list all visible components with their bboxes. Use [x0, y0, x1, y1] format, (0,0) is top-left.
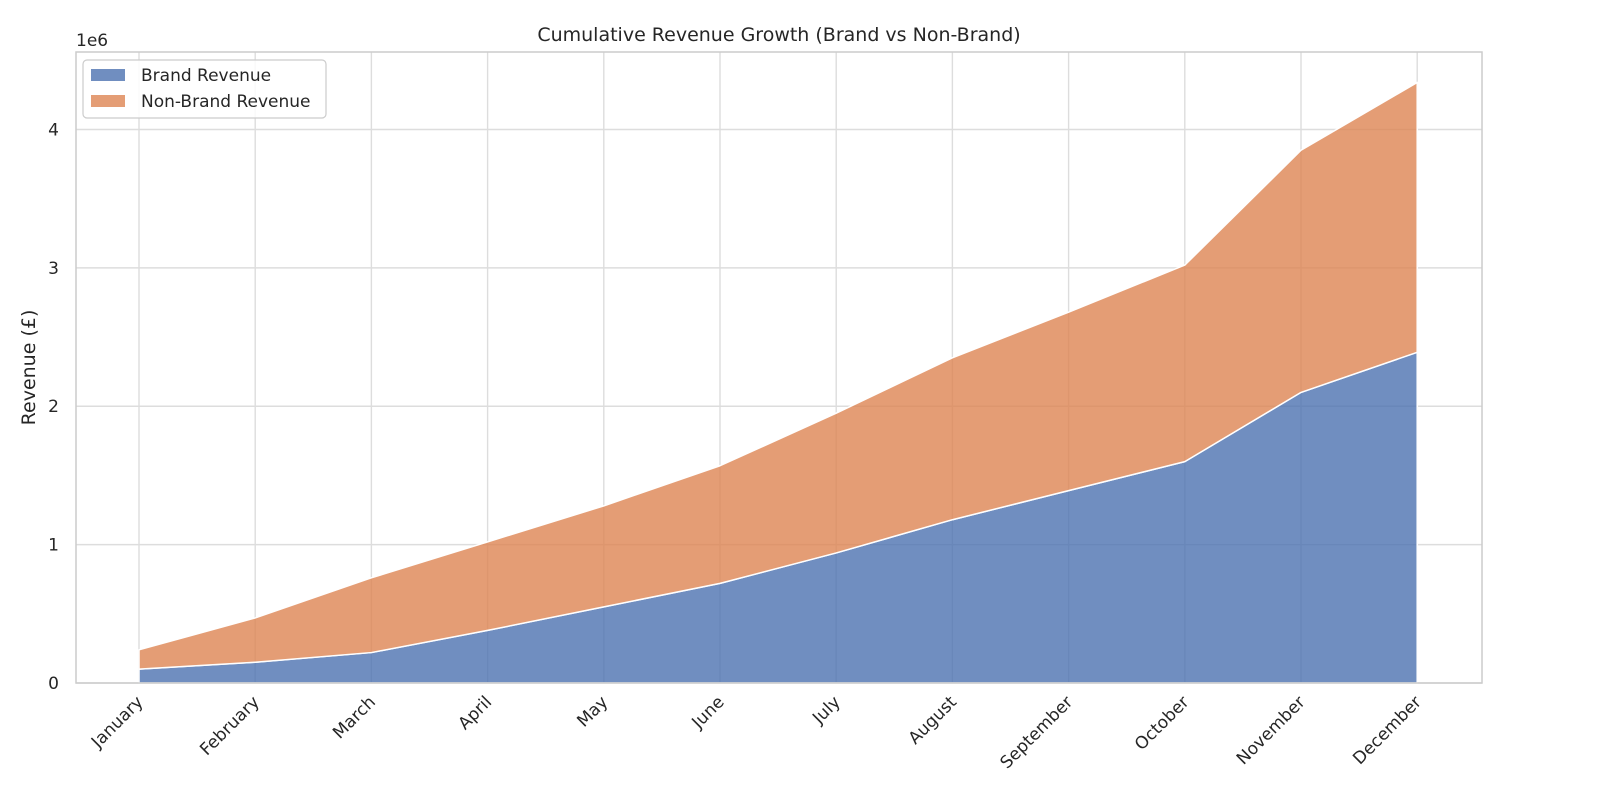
y-tick-label: 1 — [48, 536, 59, 556]
legend-swatch — [91, 69, 125, 81]
legend-label: Non-Brand Revenue — [141, 92, 311, 112]
y-tick-label: 3 — [48, 259, 59, 279]
y-axis-ticks: 0 1 2 3 4 — [48, 120, 59, 694]
y-tick-label: 0 — [48, 674, 59, 694]
legend-label: Brand Revenue — [141, 66, 271, 86]
y-tick-label: 2 — [48, 397, 59, 417]
legend: Brand Revenue Non-Brand Revenue — [82, 59, 327, 119]
legend-box — [82, 59, 327, 119]
y-tick-label: 4 — [48, 120, 59, 140]
legend-swatch — [91, 95, 125, 107]
plot-frame — [75, 51, 1483, 684]
chart-title: Cumulative Revenue Growth (Brand vs Non-… — [537, 24, 1020, 46]
y-axis-scale-label: 1e6 — [76, 31, 108, 51]
area-series-non-brand-revenue — [138, 81, 1418, 670]
y-axis-label: Revenue (£) — [18, 310, 40, 426]
